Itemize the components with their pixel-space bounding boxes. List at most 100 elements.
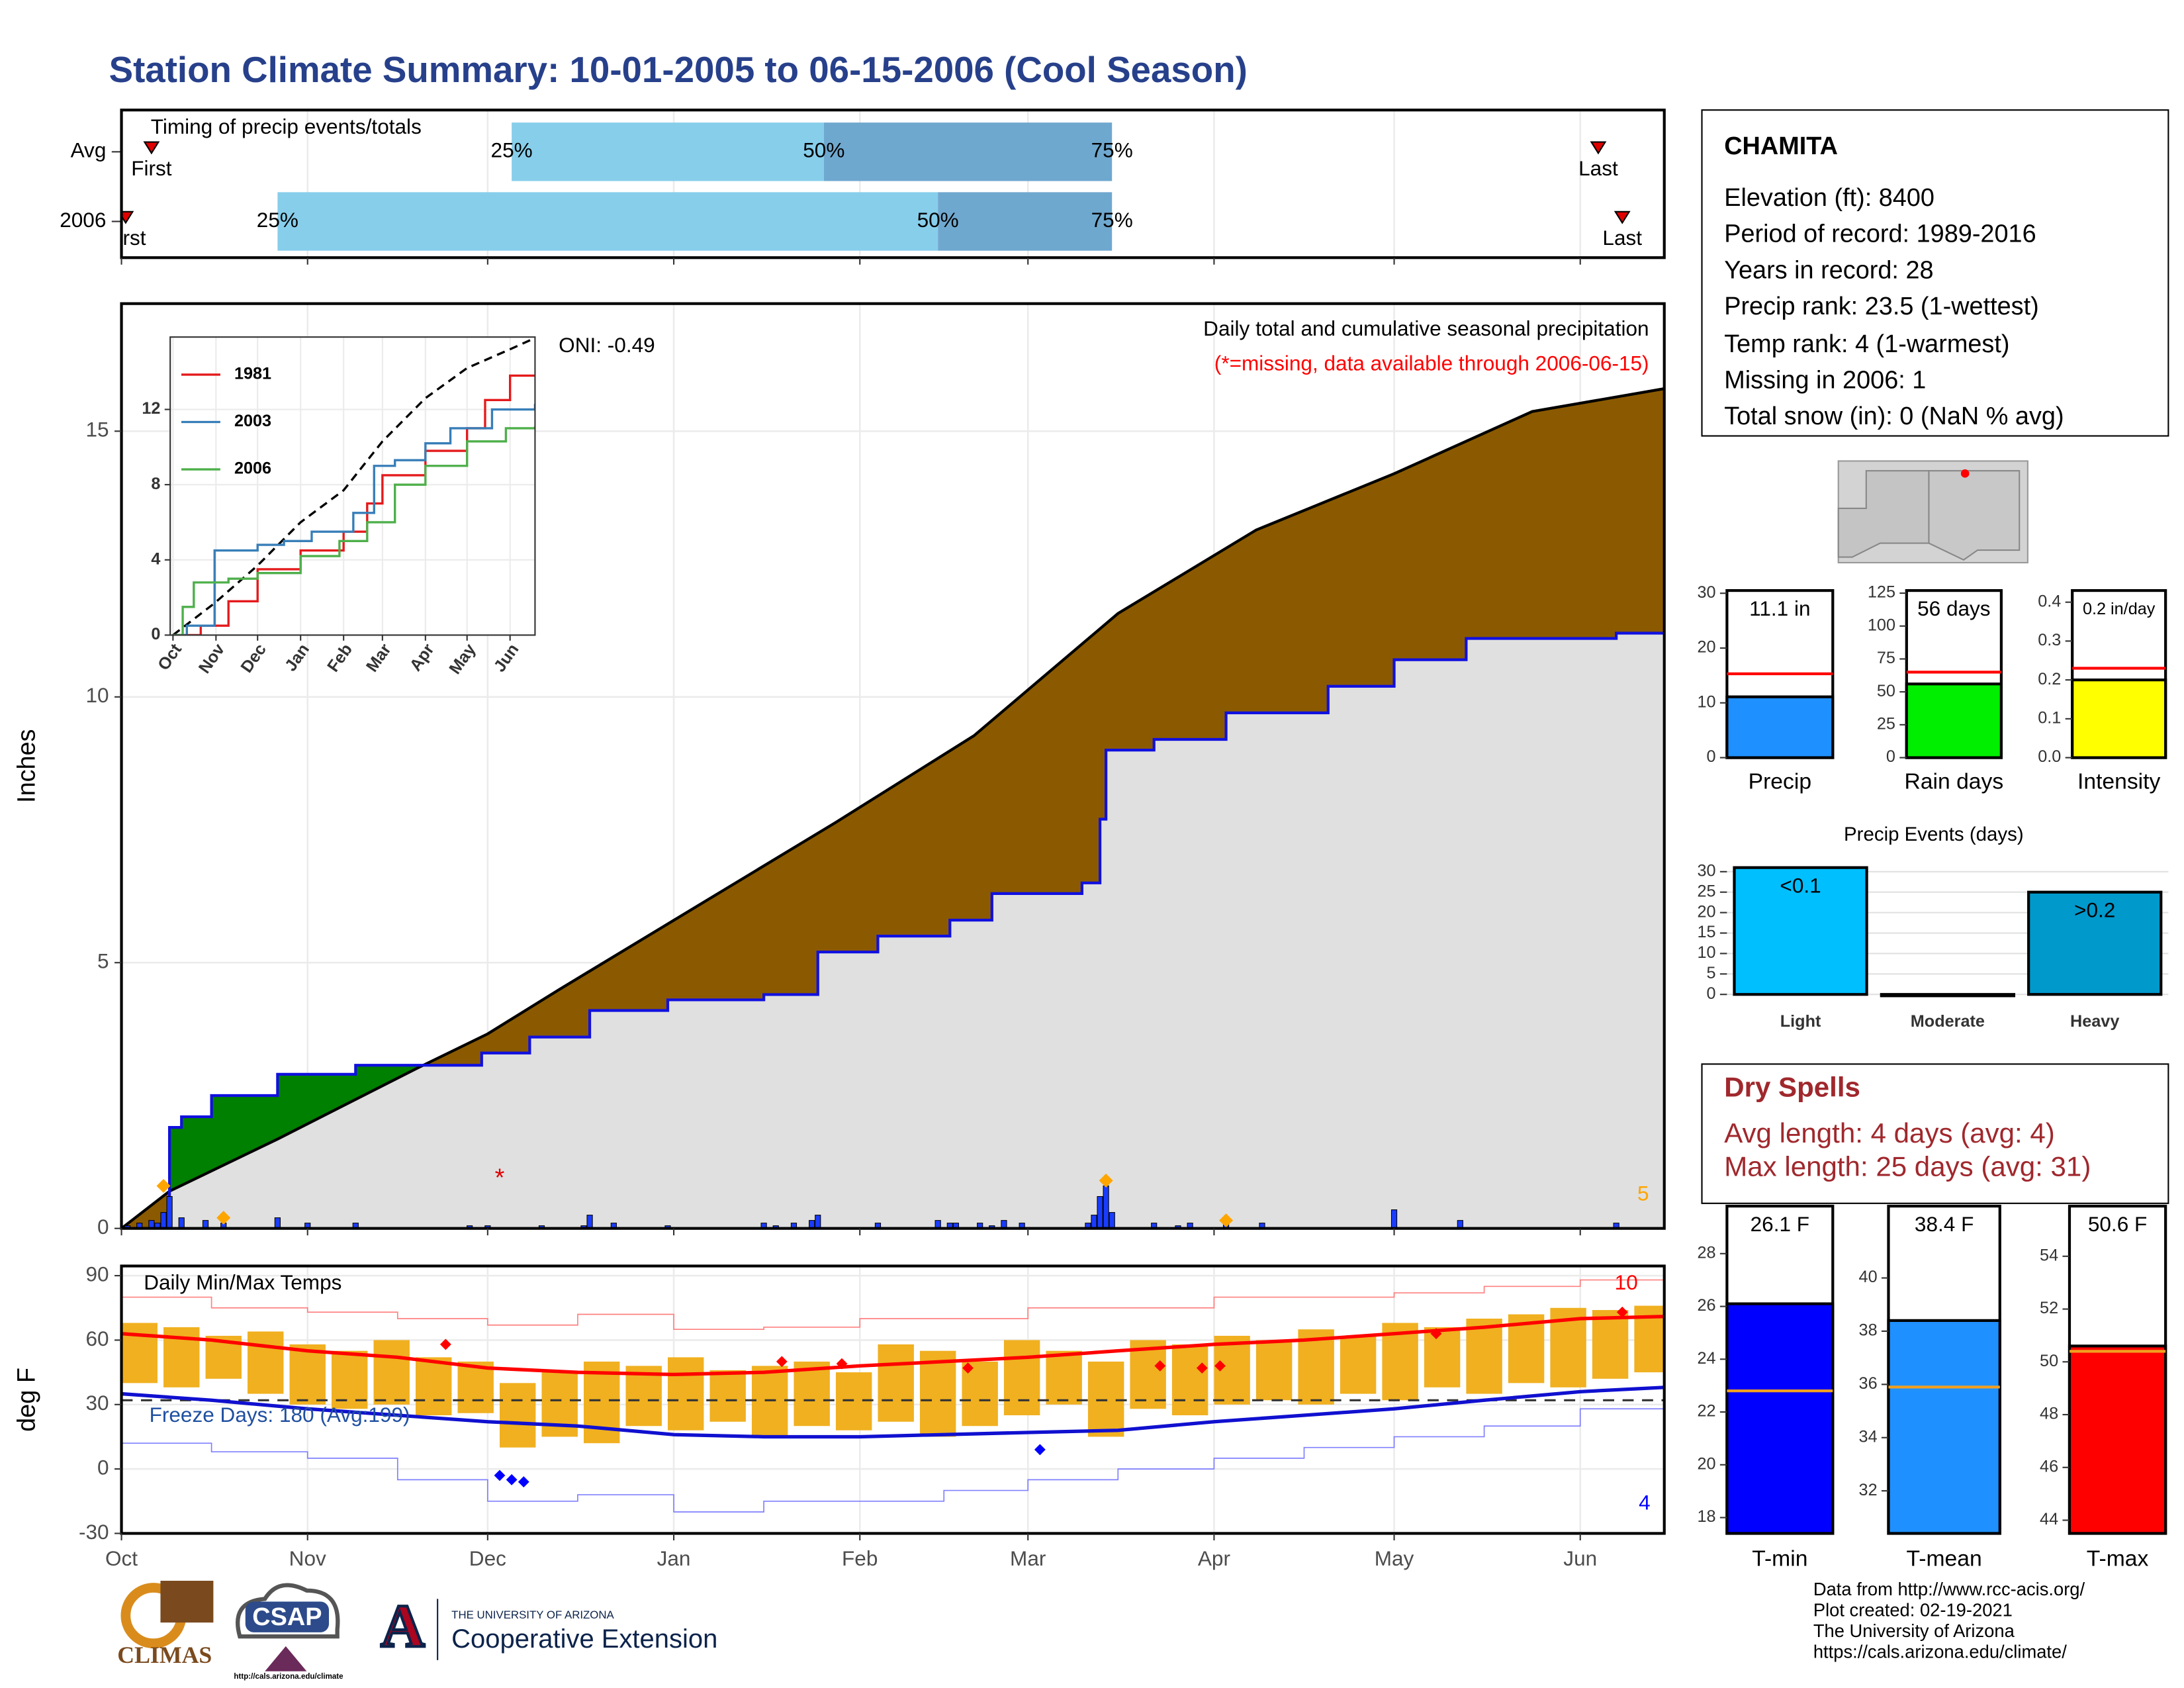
daily-bar (586, 1215, 593, 1229)
temp-bar (667, 1357, 704, 1430)
temp-bar (1298, 1329, 1334, 1405)
gauge-value-label: 26.1 F (1751, 1212, 1809, 1236)
csap-badge (245, 1601, 330, 1632)
temp-bar (332, 1350, 368, 1409)
panel-border (120, 302, 1666, 1230)
gauge-category: Precip (1749, 769, 1811, 794)
credit-line: Data from http://www.rcc-acis.org/ (1813, 1579, 2085, 1599)
panel-border (120, 109, 1666, 259)
x-tick-label: Jun (1563, 1546, 1597, 1570)
x-tick-label: Oct (105, 1546, 138, 1570)
temp-bar (1592, 1310, 1629, 1379)
gauge-chart: 11.1 in 0 10 20 30 Precip (1697, 583, 1835, 794)
temperature-chart: Daily Min/Max Temps Freeze Days: 180 (Avg… (13, 1262, 1666, 1570)
record-marker (1154, 1360, 1166, 1372)
temp-bar (1087, 1361, 1124, 1437)
daily-bar (934, 1220, 941, 1229)
y-tick-label: 30 (1697, 861, 1715, 880)
dry-spells-line: Avg length: 4 days (avg: 4) (1724, 1117, 2055, 1149)
daily-bar (1109, 1212, 1115, 1229)
y-axis-label: Inches (13, 729, 41, 803)
temp-bar (499, 1383, 536, 1448)
x-tick-label: Light (1780, 1012, 1821, 1031)
gauge-value-label: 50.6 F (2088, 1212, 2147, 1236)
quantile-label: 25% (257, 208, 298, 232)
y-tick-label: 46 (2040, 1457, 2058, 1476)
record-line (121, 1404, 1664, 1513)
panel (170, 337, 535, 635)
station-line: Precip rank: 23.5 (1-wettest) (1724, 293, 2039, 320)
panel-border (169, 336, 536, 636)
y-tick-label: 15 (86, 418, 109, 442)
gauge-value-label: 56 days (1917, 596, 1991, 620)
y-tick-label: 0.0 (2038, 747, 2061, 766)
row-label: 2006 (60, 208, 106, 232)
snow-marker (1099, 1173, 1113, 1188)
y-tick-label: 10 (1697, 943, 1715, 962)
snow-marker (156, 1178, 171, 1193)
quantile-label: 50% (917, 208, 959, 232)
x-tick-label: Moderate (1911, 1012, 1985, 1031)
climas-emblem (160, 1580, 214, 1623)
x-tick-label: Heavy (2070, 1012, 2119, 1031)
bar (1733, 866, 1868, 996)
x-tick-label: Feb (842, 1546, 878, 1570)
temp-bar (1424, 1327, 1461, 1387)
series-line (173, 404, 535, 635)
y-tick-label: 0 (1707, 747, 1716, 766)
quantile-label: 75% (1091, 138, 1133, 162)
record-marker (1430, 1328, 1442, 1340)
temp-bar (1340, 1335, 1377, 1394)
temp-bar (625, 1366, 662, 1427)
timing-bar (277, 192, 938, 251)
daily-bar (809, 1220, 815, 1229)
y-tick-label: 28 (1697, 1243, 1715, 1262)
y-tick-label: 90 (86, 1262, 109, 1286)
ua-unit: Cooperative Extension (451, 1624, 717, 1654)
event-marker (1614, 211, 1631, 224)
gauge-bar (2068, 1344, 2167, 1535)
y-tick-label: 20 (1697, 1454, 1715, 1473)
temp-bar (1130, 1340, 1166, 1409)
bar (1880, 993, 2016, 998)
x-tick-label: Dec (469, 1546, 506, 1570)
x-tick-label: Apr (1198, 1546, 1230, 1570)
csap-mountain (265, 1646, 307, 1671)
y-tick-label: 22 (1697, 1402, 1715, 1421)
y-tick-label: 25 (1877, 715, 1895, 733)
y-tick-label: 4 (151, 549, 160, 568)
gauge-value-label: 11.1 in (1749, 596, 1810, 620)
quantile-label: 50% (803, 138, 844, 162)
temp-bar (709, 1370, 746, 1422)
credit-line: The University of Arizona (1813, 1620, 2015, 1641)
precip-chart: * 5 Daily total and cumulative seasonal pr… (13, 302, 1666, 1239)
y-tick-label: 0 (97, 1215, 109, 1239)
record-marker (776, 1356, 788, 1368)
record-marker (962, 1362, 974, 1374)
gauge-category: Rain days (1905, 769, 2004, 794)
csap-url: http://cals.arizona.edu/climate (234, 1673, 343, 1681)
daily-bar (815, 1215, 821, 1229)
locator-map (1837, 460, 2028, 564)
map-state (1928, 470, 2021, 561)
gauge-chart: 50.6 F 44 46 48 50 52 54 T-max (2040, 1204, 2167, 1571)
quantile-label: 25% (491, 138, 533, 162)
daily-bar (1097, 1196, 1103, 1229)
bar-label: >0.2 (2074, 898, 2115, 922)
season-line (121, 632, 1664, 1229)
oni-annotation: ONI: -0.49 (559, 333, 655, 357)
record-line (121, 1279, 1664, 1331)
gauge-chart: 56 days 0 25 50 75 100 125 Rain days (1868, 583, 2003, 794)
x-tick-label: May (1375, 1546, 1414, 1570)
station-line: Period of record: 1989-2016 (1724, 220, 2036, 248)
timing-clip: 25% 50% 75% First Last 25% 50% 75% First Last (121, 122, 1642, 251)
record-marker (1616, 1306, 1628, 1318)
station-line: Temp rank: 4 (1-warmest) (1724, 330, 2009, 358)
y-tick-label: 60 (86, 1327, 109, 1350)
temp-bar (289, 1344, 326, 1405)
y-tick-label: 10 (1697, 692, 1715, 711)
y-tick-label: 20 (1697, 638, 1715, 657)
average-line (121, 387, 1664, 1229)
gauge-chart: 26.1 F 18 20 22 24 26 28 T-min (1697, 1204, 1835, 1571)
temp-bar (751, 1366, 788, 1437)
